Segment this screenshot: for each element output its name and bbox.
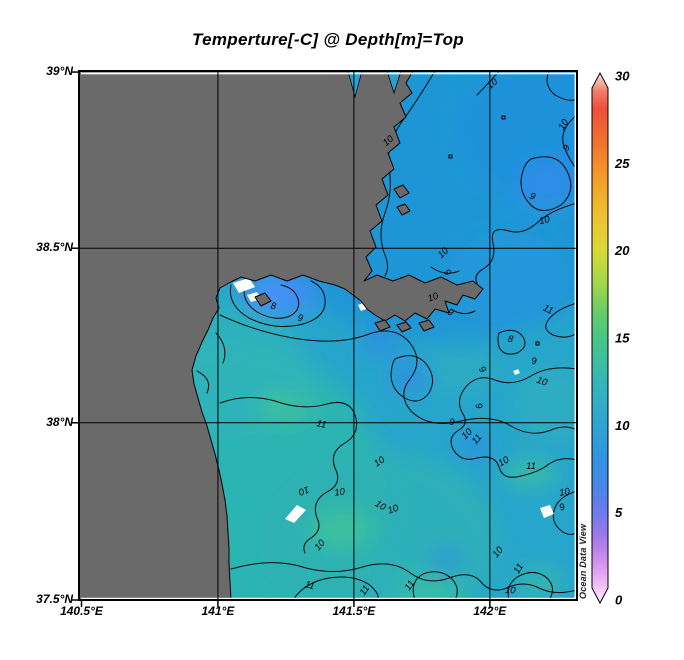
contour-label: 10 xyxy=(334,486,347,498)
contour-label: 8 xyxy=(270,301,277,313)
contour-label: 9 xyxy=(561,143,574,153)
contour-label: 11 xyxy=(303,579,315,592)
contour-label: 10 xyxy=(296,483,310,497)
island xyxy=(418,319,435,332)
contour-label: 10 xyxy=(558,486,571,499)
map-plot: 1010910910891091098910991111101091011101… xyxy=(72,70,578,607)
map-frame xyxy=(78,70,578,601)
contour-label: 9 xyxy=(527,191,537,204)
x-axis-tick-label: 140.5°E xyxy=(60,604,103,618)
contour-label: 9 xyxy=(445,307,456,320)
x-axis-tick-label: 141.5°E xyxy=(332,604,376,618)
figure-title: Temperture[-C] @ Depth[m]=Top xyxy=(192,30,464,49)
contour-labels-layer: 1010910910891091098910991111101091011101… xyxy=(270,76,573,598)
plot-inset-gaps xyxy=(81,72,577,600)
contour-label: 9 xyxy=(531,356,537,367)
y-axis-tick-label: 37.5°N xyxy=(36,592,73,606)
colorbar-tick-label: 25 xyxy=(614,156,630,171)
contour-label: 10 xyxy=(426,290,440,304)
landmass xyxy=(79,71,484,600)
contour-label: 9 xyxy=(476,364,488,375)
colorbar-bar xyxy=(591,71,609,605)
contour-label: 9 xyxy=(297,313,304,324)
colorbar-tick-label: 5 xyxy=(615,505,623,520)
colorbar-tick-label: 20 xyxy=(614,243,630,258)
contour-label: 8 xyxy=(507,334,515,346)
contour-label: 10 xyxy=(386,502,400,516)
island xyxy=(396,321,412,333)
station-dots xyxy=(448,115,540,346)
contour-label: 10 xyxy=(535,375,549,389)
x-axis-tick-label: 142°E xyxy=(473,604,507,618)
contour-label: 9 xyxy=(558,501,567,513)
contour-label: 10 xyxy=(504,585,516,597)
island xyxy=(374,319,391,332)
axis-ticks xyxy=(72,71,491,607)
colorbar-tick-label: 15 xyxy=(615,331,630,346)
island xyxy=(393,184,410,199)
contour-label: 9 xyxy=(441,267,453,278)
colorbar-tick-label: 0 xyxy=(615,593,623,608)
colorbar: 30 25 20 15 10 5 0 xyxy=(591,69,630,608)
colorbar-tick-label: 10 xyxy=(615,418,630,433)
island xyxy=(396,203,411,216)
contour-label: 11 xyxy=(512,562,526,576)
contour-label: 11 xyxy=(316,418,328,431)
colorbar-tick-labels: 30 25 20 15 10 5 0 xyxy=(614,69,630,608)
coastal-inlets xyxy=(347,71,402,99)
contour-label: 11 xyxy=(541,303,555,317)
island xyxy=(254,292,272,307)
x-axis-tick-label: 141°E xyxy=(201,604,235,618)
y-axis-tick-label: 38°N xyxy=(46,414,73,429)
odv-credit: Ocean Data View xyxy=(578,523,588,599)
contour-label: 11 xyxy=(526,461,536,472)
contour-label: 9 xyxy=(472,402,484,411)
contour-label: 10 xyxy=(538,214,551,227)
y-axis-tick-label: 38.5°N xyxy=(36,240,73,255)
colorbar-tick-label: 30 xyxy=(615,69,630,84)
graticule-gridlines xyxy=(79,71,577,600)
main-land xyxy=(79,71,484,600)
y-axis-tick-label: 39°N xyxy=(46,64,73,79)
